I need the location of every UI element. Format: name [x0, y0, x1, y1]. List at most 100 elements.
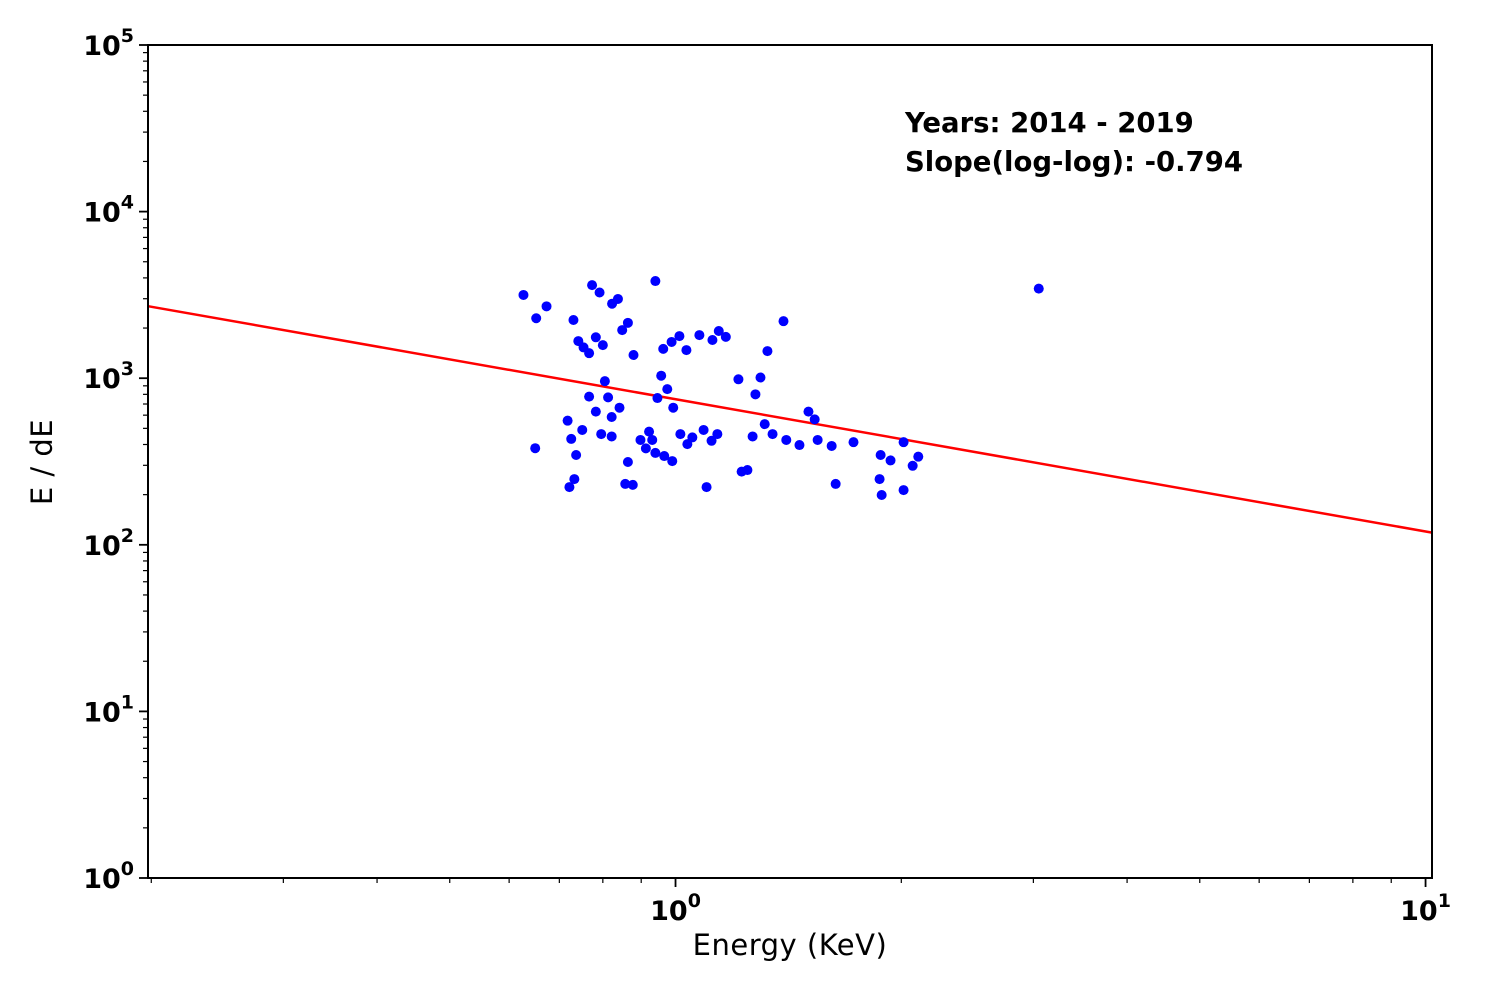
data-point	[617, 325, 628, 336]
data-point	[898, 485, 909, 496]
data-point	[627, 479, 638, 490]
annotation-years: Years: 2014 - 2019	[905, 107, 1194, 139]
data-point	[650, 447, 661, 458]
data-point	[620, 478, 631, 489]
data-point	[622, 317, 633, 328]
data-point	[826, 440, 837, 451]
data-point	[659, 451, 670, 462]
data-point	[531, 313, 542, 324]
data-point	[681, 345, 692, 356]
data-point	[650, 276, 661, 287]
data-point	[667, 456, 678, 467]
y-axis-label: E / dE	[25, 418, 59, 506]
y-tick-label: 103	[83, 358, 134, 395]
y-tick-label: 105	[83, 25, 134, 62]
data-point	[603, 392, 614, 403]
data-point	[587, 280, 598, 291]
data-point	[755, 372, 766, 383]
data-point	[898, 437, 909, 448]
data-point	[647, 434, 658, 445]
data-point	[733, 374, 744, 385]
data-point	[736, 466, 747, 477]
data-point	[809, 414, 820, 425]
data-point	[597, 340, 608, 351]
y-tick-label: 100	[83, 858, 134, 895]
data-point	[652, 393, 663, 404]
data-point	[759, 419, 770, 430]
data-point	[614, 402, 625, 413]
annotation-box: Years: 2014 - 2019 Slope(log-log): -0.79…	[905, 104, 1243, 182]
data-point	[628, 350, 639, 361]
x-axis-label: Energy (KeV)	[692, 928, 888, 962]
y-tick-label: 101	[83, 691, 134, 728]
data-point	[762, 346, 773, 357]
axes-frame	[147, 44, 1433, 879]
data-point	[590, 406, 601, 417]
data-point	[562, 415, 573, 426]
data-point	[701, 482, 712, 493]
data-point	[907, 460, 918, 471]
data-point	[687, 432, 698, 443]
data-point	[674, 331, 685, 342]
data-point	[658, 343, 669, 354]
data-point	[541, 301, 552, 312]
data-point	[885, 455, 896, 466]
data-point	[568, 315, 579, 326]
data-point	[874, 474, 885, 485]
data-point	[712, 429, 723, 440]
data-point	[913, 451, 924, 462]
data-point	[599, 376, 610, 387]
data-point	[668, 402, 679, 413]
data-point	[590, 332, 601, 343]
data-point	[662, 384, 673, 395]
x-tick-label: 101	[1400, 890, 1451, 927]
data-point	[713, 326, 724, 337]
data-point	[606, 431, 617, 442]
data-point	[876, 490, 887, 501]
data-point	[612, 293, 623, 304]
data-point	[644, 426, 655, 437]
data-point	[830, 478, 841, 489]
y-tick-label: 104	[83, 192, 134, 229]
data-point	[584, 391, 595, 402]
data-point	[848, 437, 859, 448]
fit-line	[147, 304, 1433, 534]
data-point	[1033, 283, 1044, 294]
data-point	[518, 289, 529, 300]
data-point	[675, 429, 686, 440]
y-tick-label: 102	[83, 525, 134, 562]
data-point	[698, 424, 709, 435]
data-point	[794, 440, 805, 451]
data-point	[750, 389, 761, 400]
data-point	[530, 443, 541, 454]
x-tick-label: 100	[650, 890, 701, 927]
data-point	[767, 429, 778, 440]
data-point	[812, 434, 823, 445]
data-point	[596, 429, 607, 440]
data-point	[666, 336, 677, 347]
data-point	[569, 474, 580, 485]
data-point	[656, 370, 667, 381]
annotation-slope: Slope(log-log): -0.794	[905, 146, 1243, 178]
data-point	[694, 330, 705, 341]
data-point	[875, 449, 886, 460]
data-point	[594, 287, 605, 298]
data-point	[566, 433, 577, 444]
data-point	[803, 406, 814, 417]
data-point	[635, 434, 646, 445]
data-point	[781, 434, 792, 445]
data-point	[606, 411, 617, 422]
data-point	[747, 431, 758, 442]
data-point	[564, 482, 575, 493]
data-point	[571, 449, 582, 460]
data-point	[706, 435, 717, 446]
data-point	[577, 424, 588, 435]
data-point	[720, 331, 731, 342]
data-point	[622, 457, 633, 468]
data-point	[778, 316, 789, 327]
data-point	[707, 335, 718, 346]
data-point	[640, 443, 651, 454]
data-point	[584, 348, 595, 359]
